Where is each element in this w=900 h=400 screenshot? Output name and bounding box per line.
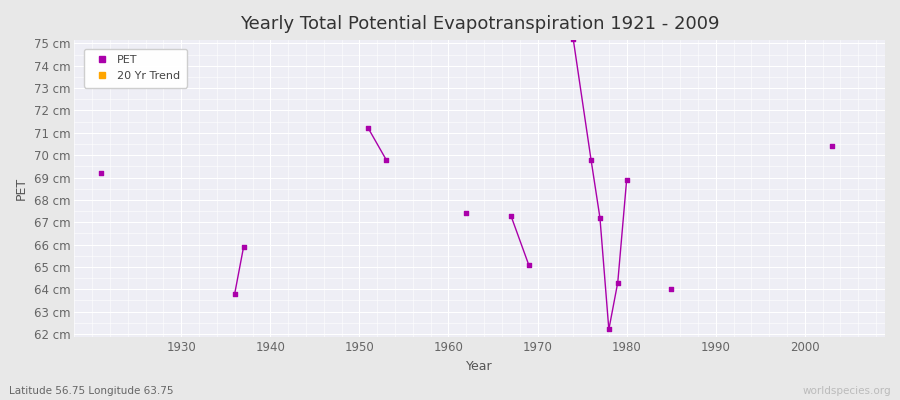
Point (459, 210, 473, 216)
X-axis label: Year: Year (466, 360, 493, 373)
Point (593, 214, 608, 221)
Legend: PET, 20 Yr Trend: PET, 20 Yr Trend (84, 49, 187, 88)
Point (566, 36, 580, 42)
Point (361, 125, 375, 132)
Title: Yearly Total Potential Evapotranspiration 1921 - 2009: Yearly Total Potential Evapotranspiratio… (240, 15, 719, 33)
Point (379, 156, 393, 163)
Text: worldspecies.org: worldspecies.org (803, 386, 891, 396)
Text: Latitude 56.75 Longitude 63.75: Latitude 56.75 Longitude 63.75 (9, 386, 174, 396)
Y-axis label: PET: PET (15, 177, 28, 200)
Point (237, 244, 251, 250)
Point (504, 212, 518, 219)
Point (94, 170, 108, 176)
Point (664, 286, 679, 292)
Point (228, 290, 242, 297)
Point (824, 143, 839, 150)
Point (521, 262, 535, 268)
Point (610, 279, 625, 286)
Point (619, 176, 634, 183)
Point (584, 156, 598, 163)
Point (601, 326, 616, 333)
